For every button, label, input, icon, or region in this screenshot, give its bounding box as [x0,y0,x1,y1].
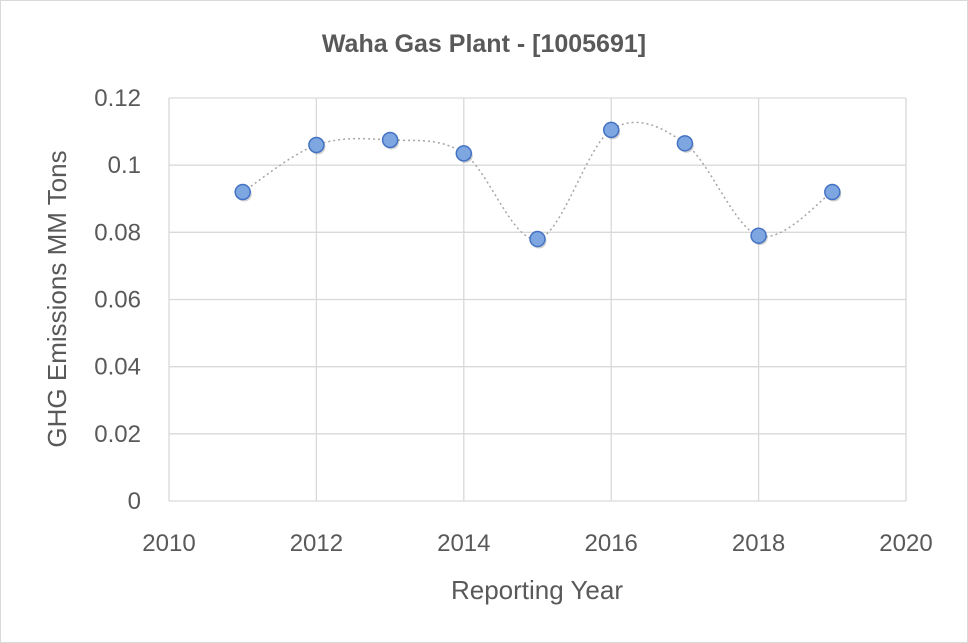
x-tick-label: 2016 [585,530,638,557]
data-point [234,183,251,201]
y-tick-label: 0.04 [94,354,141,381]
gridlines [168,97,907,502]
x-tick-label: 2012 [290,530,343,557]
data-points [234,121,842,249]
x-tick-label: 2020 [879,530,932,557]
y-tick-label: 0.1 [108,152,141,179]
x-axis-ticks: 2010 2012 2014 2016 2018 2020 [142,530,932,557]
data-point [529,230,546,248]
y-axis-ticks: 0 0.02 0.04 0.06 0.08 0.1 0.12 [94,85,141,515]
y-axis-title: GHG Emissions MM Tons [42,150,72,447]
data-point [308,136,325,154]
series-line [242,121,833,240]
data-point [750,227,767,244]
x-tick-label: 2014 [437,530,490,557]
x-tick-label: 2018 [732,530,785,557]
data-point [676,135,694,152]
y-tick-label: 0.12 [94,85,141,112]
x-tick-label: 2010 [142,530,195,557]
data-point [602,121,620,139]
data-point [381,131,399,149]
y-tick-label: 0.08 [94,219,141,246]
y-tick-label: 0 [128,488,141,515]
chart-title: Waha Gas Plant - [1005691] [322,30,646,58]
data-point [455,145,473,162]
data-point [824,183,841,201]
y-tick-label: 0.06 [94,287,141,314]
x-axis-title: Reporting Year [451,575,623,605]
y-tick-label: 0.02 [94,421,141,448]
